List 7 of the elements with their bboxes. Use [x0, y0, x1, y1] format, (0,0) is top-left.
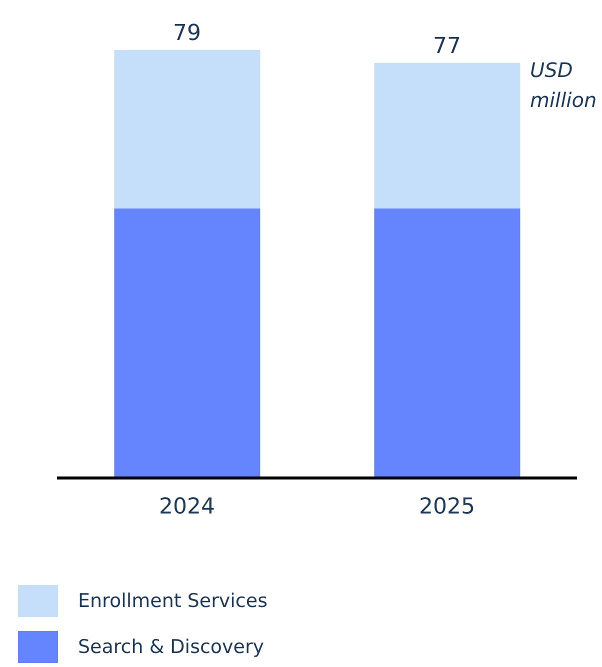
annotation: USD million	[530, 57, 598, 114]
x-tick-label: 2024	[159, 494, 215, 520]
legend-label: Enrollment Services	[78, 590, 268, 612]
legend-label: Search & Discovery	[78, 636, 264, 658]
annotation: 77	[433, 34, 461, 59]
x-tick-label: 2025	[419, 494, 475, 520]
annotation: 79	[173, 21, 201, 46]
